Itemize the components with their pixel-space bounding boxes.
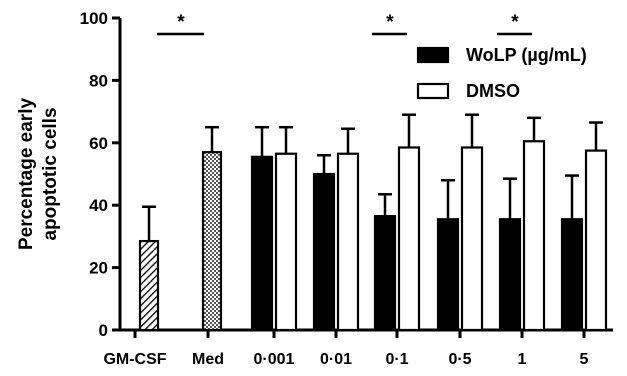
x-tick-label: 0·01 bbox=[320, 351, 352, 368]
legend-swatch bbox=[416, 46, 450, 64]
dmso-bar bbox=[274, 152, 298, 332]
dmso-bar bbox=[460, 146, 484, 332]
significance-star: * bbox=[511, 12, 519, 33]
wolp-bar bbox=[373, 215, 397, 332]
x-tick-label: 0·1 bbox=[385, 351, 408, 368]
wolp-bar bbox=[498, 218, 522, 332]
x-tick-label: 0·5 bbox=[448, 351, 471, 368]
significance-star: * bbox=[177, 12, 185, 33]
y-tick-label: 60 bbox=[89, 134, 108, 153]
dmso-bar bbox=[584, 149, 608, 332]
x-tick-label: Med bbox=[192, 351, 224, 368]
significance-star: * bbox=[386, 12, 394, 33]
y-axis-label: apoptotic cells bbox=[40, 107, 61, 240]
wolp-bar bbox=[250, 155, 274, 332]
legend-label: WoLP (µg/mL) bbox=[466, 45, 587, 65]
wolp-bar bbox=[312, 172, 336, 332]
control-bar bbox=[201, 151, 223, 332]
dmso-bar bbox=[336, 152, 360, 332]
y-tick-label: 100 bbox=[80, 9, 108, 28]
y-tick-label: 40 bbox=[89, 196, 108, 215]
y-axis-label: Percentage early bbox=[16, 98, 37, 251]
legend-swatch bbox=[416, 82, 450, 100]
legend-label: DMSO bbox=[466, 81, 520, 101]
control-bar bbox=[138, 239, 160, 332]
dmso-bar bbox=[397, 146, 421, 332]
wolp-bar bbox=[436, 218, 460, 332]
dmso-bar bbox=[522, 140, 546, 332]
y-tick-label: 0 bbox=[99, 321, 108, 340]
y-tick-label: 80 bbox=[89, 71, 108, 90]
wolp-bar bbox=[560, 218, 584, 332]
x-tick-label: 5 bbox=[580, 351, 589, 368]
x-tick-label: GM-CSF bbox=[103, 351, 166, 368]
x-tick-label: 0·001 bbox=[254, 351, 295, 368]
x-tick-label: 1 bbox=[518, 351, 527, 368]
y-tick-label: 20 bbox=[89, 259, 108, 278]
